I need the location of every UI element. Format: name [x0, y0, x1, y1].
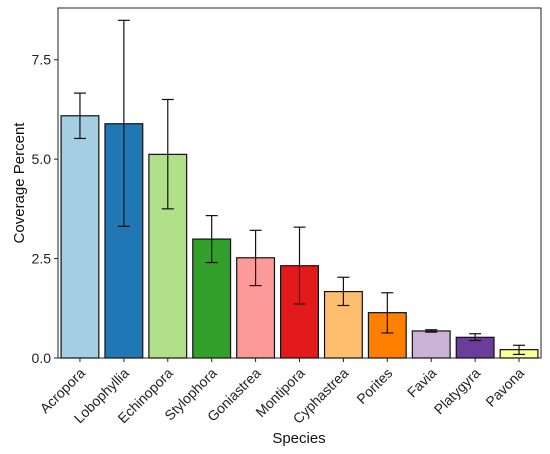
bar-2 [148, 153, 188, 359]
error-bar-8 [425, 329, 438, 333]
error-bar-1 [117, 19, 130, 227]
x-tick-label-10: Pavona [482, 365, 527, 410]
error-bar-3 [205, 215, 218, 264]
y-tick-label-3: 7.5 [32, 52, 52, 68]
error-bars-group [73, 19, 526, 356]
bar-0 [60, 115, 100, 359]
error-bar-9 [469, 333, 482, 342]
x-tick-label-7: Porites [353, 365, 395, 407]
x-axis-title: Species [272, 430, 325, 447]
error-bar-6 [337, 276, 350, 307]
y-tick-label-0: 0.0 [32, 350, 52, 366]
error-bar-2 [161, 98, 174, 210]
error-bar-10 [513, 344, 526, 356]
error-bar-7 [381, 292, 394, 334]
x-tick-label-9: Platygyra [431, 365, 484, 418]
y-tick-label-2: 5.0 [32, 151, 52, 167]
x-tick-label-8: Favia [404, 365, 440, 401]
bar-8 [411, 330, 451, 359]
error-bar-0 [73, 92, 86, 140]
error-bar-5 [293, 226, 306, 305]
x-axis: AcroporaLobophylliaEchinoporaStylophoraG… [37, 358, 527, 427]
y-axis-title: Coverage Percent [11, 122, 28, 244]
y-tick-label-1: 2.5 [32, 251, 52, 267]
y-axis: 0.0 2.5 5.0 7.5 [32, 52, 58, 366]
error-bar-4 [249, 229, 262, 287]
